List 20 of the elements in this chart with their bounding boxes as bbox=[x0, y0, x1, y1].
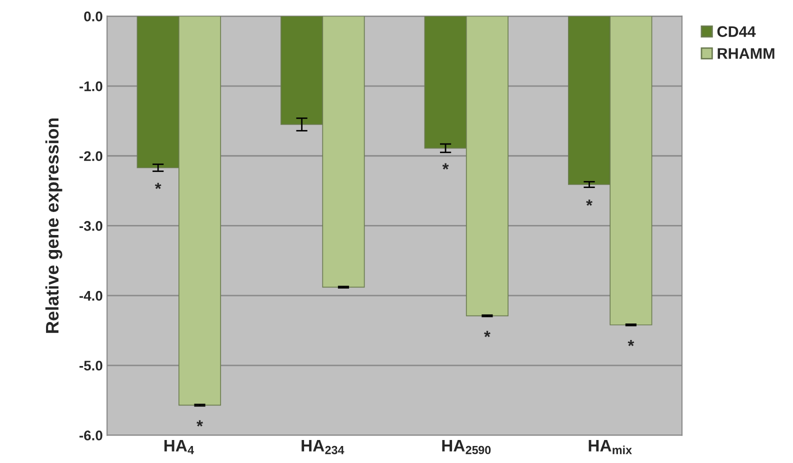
y-tick-label: 0.0 bbox=[84, 12, 102, 22]
y-tick-label: -1.0 bbox=[80, 81, 102, 92]
y-axis-title: Relative gene expression bbox=[45, 118, 62, 333]
annotation: * bbox=[484, 330, 490, 338]
legend-label: RHAMM bbox=[718, 48, 774, 59]
annotation: * bbox=[628, 340, 634, 346]
annotation: * bbox=[154, 182, 162, 190]
x-tick-label: HA$_{234}$ bbox=[302, 440, 344, 454]
y-tick-label: -6.0 bbox=[80, 430, 102, 440]
legend-label: CD44 bbox=[717, 26, 756, 37]
y-tick-label: -3.0 bbox=[80, 221, 102, 231]
x-tick-label: HA$_{mix}$ bbox=[588, 440, 632, 454]
y-tick-label: -5.0 bbox=[80, 360, 102, 371]
x-tick-label: HA$_{4}$ bbox=[164, 440, 194, 454]
x-tick-label: HA$_{2590}$ bbox=[442, 440, 491, 454]
y-tick-label: -2.0 bbox=[80, 151, 102, 162]
annotation: * bbox=[586, 200, 592, 206]
annotation: * bbox=[196, 420, 203, 426]
annotation: * bbox=[442, 163, 449, 170]
y-tick-label: -4.0 bbox=[80, 290, 102, 301]
